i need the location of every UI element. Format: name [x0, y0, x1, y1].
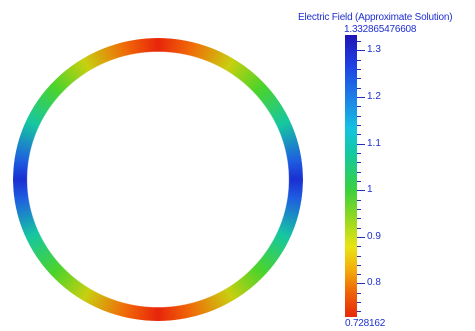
color-legend-tick-label: 0.8 [367, 277, 381, 288]
color-legend-minor-tick [357, 209, 361, 210]
color-legend-major-tick [357, 144, 365, 145]
color-legend-max-label: 1.332865476608 [344, 24, 417, 35]
color-legend-tick-label: 1.2 [367, 91, 381, 102]
color-legend-minor-tick [357, 246, 361, 247]
color-legend-tick-label: 0.9 [367, 231, 381, 242]
color-legend-minor-tick [357, 106, 361, 107]
color-legend-minor-tick [357, 311, 361, 312]
color-legend-major-tick [357, 190, 365, 191]
color-legend-minor-tick [357, 116, 361, 117]
color-legend-minor-tick [357, 302, 361, 303]
color-legend-minor-tick [357, 162, 361, 163]
color-legend-minor-tick [357, 293, 361, 294]
color-legend-major-tick [357, 283, 365, 284]
color-legend-min-label: 0.728162 [345, 318, 386, 329]
color-legend-bar [345, 35, 357, 317]
color-legend-minor-tick [357, 228, 361, 229]
color-legend-tick-label: 1 [367, 184, 373, 195]
color-legend-minor-tick [357, 256, 361, 257]
color-legend-minor-tick [357, 41, 361, 42]
color-legend-tick-label: 1.1 [367, 138, 381, 149]
color-legend-minor-tick [357, 153, 361, 154]
color-legend-minor-tick [357, 200, 361, 201]
field-ring [13, 38, 303, 321]
color-legend-minor-tick [357, 218, 361, 219]
color-legend-major-tick [357, 97, 365, 98]
color-legend-major-tick [357, 237, 365, 238]
color-legend-tick-label: 1.3 [367, 44, 381, 55]
color-legend-minor-tick [357, 172, 361, 173]
color-legend-minor-tick [357, 88, 361, 89]
color-legend-minor-tick [357, 69, 361, 70]
color-legend-minor-tick [357, 265, 361, 266]
color-legend-major-tick [357, 50, 365, 51]
color-legend-minor-tick [357, 78, 361, 79]
color-legend-minor-tick [357, 274, 361, 275]
color-legend-minor-tick [357, 134, 361, 135]
color-legend-title: Electric Field (Approximate Solution) [298, 12, 453, 23]
field-ring-plot [13, 38, 303, 321]
color-legend-minor-tick [357, 181, 361, 182]
color-legend-minor-tick [357, 125, 361, 126]
color-legend-minor-tick [357, 60, 361, 61]
